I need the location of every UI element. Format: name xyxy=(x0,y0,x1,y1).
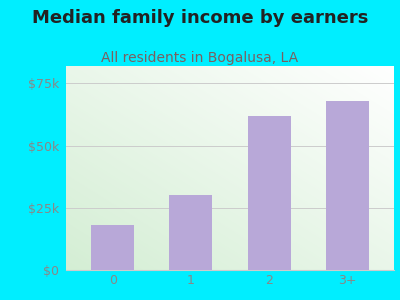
Bar xyxy=(326,101,369,270)
Bar xyxy=(170,195,212,270)
Bar xyxy=(248,116,290,270)
Bar xyxy=(91,225,134,270)
Text: All residents in Bogalusa, LA: All residents in Bogalusa, LA xyxy=(102,51,298,65)
Text: Median family income by earners: Median family income by earners xyxy=(32,9,368,27)
